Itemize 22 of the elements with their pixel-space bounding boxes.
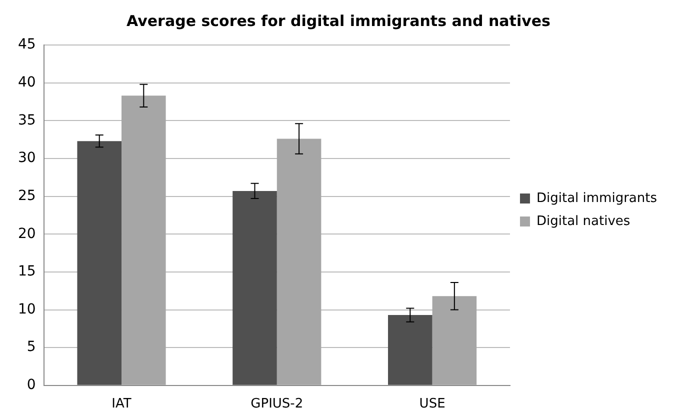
bar xyxy=(232,190,277,385)
y-tick-label: 35 xyxy=(18,112,36,128)
y-tick-label: 30 xyxy=(18,150,36,166)
bar xyxy=(276,138,322,385)
y-tick-label: 40 xyxy=(18,74,36,90)
legend-label: Digital natives xyxy=(536,214,630,229)
legend-label: Digital immigrants xyxy=(536,190,658,206)
y-tick-label: 25 xyxy=(18,188,36,204)
chart-title: Average scores for digital immigrants and natives xyxy=(126,12,551,30)
bar xyxy=(432,296,477,385)
x-tick-label: IAT xyxy=(112,396,132,412)
bar xyxy=(77,141,122,385)
y-tick-label: 0 xyxy=(26,377,36,394)
y-tick-label: 10 xyxy=(18,301,36,318)
y-tick-label: 45 xyxy=(18,36,36,53)
bar xyxy=(388,315,432,385)
x-tick-label: GPIUS-2 xyxy=(250,396,304,412)
y-tick-label: 15 xyxy=(18,264,36,280)
x-tick-label: USE xyxy=(419,396,446,412)
y-tick-label: 5 xyxy=(26,339,36,356)
y-tick-label: 20 xyxy=(18,226,36,242)
bar xyxy=(122,96,166,385)
